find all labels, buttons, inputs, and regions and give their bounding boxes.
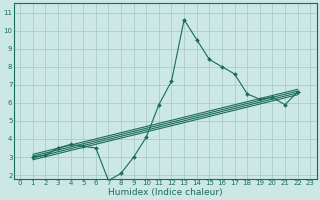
X-axis label: Humidex (Indice chaleur): Humidex (Indice chaleur) [108,188,222,197]
